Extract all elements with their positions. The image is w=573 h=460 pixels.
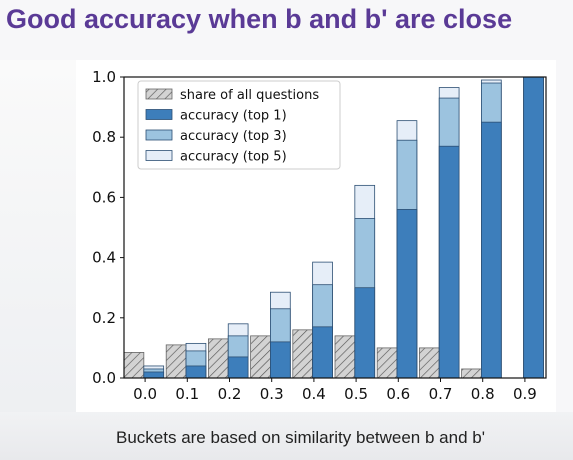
- legend: share of all questions accuracy (top 1) ac…: [137, 80, 341, 170]
- top1-bar: [185, 365, 207, 379]
- axes-frame: [123, 76, 547, 379]
- y-tick-label: 0.4: [92, 249, 116, 267]
- share-bar: [123, 352, 145, 379]
- slide-title: Good accuracy when b and b' are close: [6, 4, 513, 34]
- top1-bar: [312, 326, 333, 379]
- share-bar: [376, 347, 398, 379]
- bars-group: [123, 76, 544, 379]
- x-tick-label: 0.1: [175, 385, 199, 403]
- top1-bar: [354, 287, 376, 379]
- x-tick-label: 0.6: [386, 385, 410, 403]
- legend-box: [137, 80, 341, 170]
- x-tick-label: 0.7: [429, 385, 453, 403]
- x-tick-label: 0.3: [260, 385, 284, 403]
- y-tick-label: 0.6: [92, 188, 116, 206]
- y-tick-label: 0.0: [92, 369, 116, 387]
- background-decoration: [0, 60, 76, 460]
- top1-bar: [227, 356, 249, 379]
- footnote: Buckets are based on similarity between …: [116, 428, 485, 447]
- legend-swatch: [145, 129, 173, 141]
- axes-group: 0.0 0.2 0.4 0.6 0.8 1.0 0.0 0.1 0.2 0.3 0.4 0.5 0.6 0…: [92, 68, 547, 403]
- share-bar: [461, 368, 482, 379]
- share-bar: [250, 335, 271, 379]
- x-tick-label: 0.2: [218, 385, 242, 403]
- share-bar: [418, 347, 440, 379]
- legend-swatch: [145, 150, 173, 161]
- top1-bar: [270, 341, 291, 379]
- top1-bar: [143, 371, 165, 379]
- share-bar: [292, 329, 314, 379]
- y-tick-label: 0.2: [92, 309, 116, 327]
- background-decoration-bottom: [0, 412, 573, 460]
- top1-bar: [481, 121, 502, 379]
- top1-bar: [396, 209, 418, 379]
- x-tick-label: 0.0: [133, 385, 157, 403]
- x-tick-label: 0.4: [302, 385, 326, 403]
- legend-swatch: [145, 88, 173, 100]
- legend-label: share of all questions: [180, 88, 319, 103]
- bar-chart: 0.0 0.2 0.4 0.6 0.8 1.0 0.0 0.1 0.2 0.3 0.4 0.5 0.6 0…: [92, 68, 547, 403]
- share-bar: [334, 335, 356, 379]
- share-bar: [207, 338, 229, 379]
- y-tick-label: 0.8: [92, 128, 116, 146]
- x-tick-label: 0.8: [471, 385, 495, 403]
- legend-label: accuracy (top 3): [180, 129, 287, 144]
- legend-swatch: [145, 109, 173, 120]
- x-tick-label: 0.5: [344, 385, 368, 403]
- legend-label: accuracy (top 5): [180, 150, 287, 165]
- legend-label: accuracy (top 1): [180, 109, 287, 124]
- top1-bar: [523, 76, 544, 379]
- y-tick-label: 1.0: [92, 68, 116, 86]
- share-bar: [165, 344, 187, 379]
- x-tick-label: 0.9: [513, 385, 537, 403]
- top1-bar: [438, 145, 460, 379]
- chart-panel: 0.0 0.2 0.4 0.6 0.8 1.0 0.0 0.1 0.2 0.3 0.4 0.5 0.6 0…: [76, 60, 556, 412]
